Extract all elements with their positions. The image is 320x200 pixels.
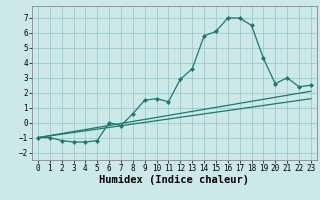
X-axis label: Humidex (Indice chaleur): Humidex (Indice chaleur) <box>100 175 249 185</box>
